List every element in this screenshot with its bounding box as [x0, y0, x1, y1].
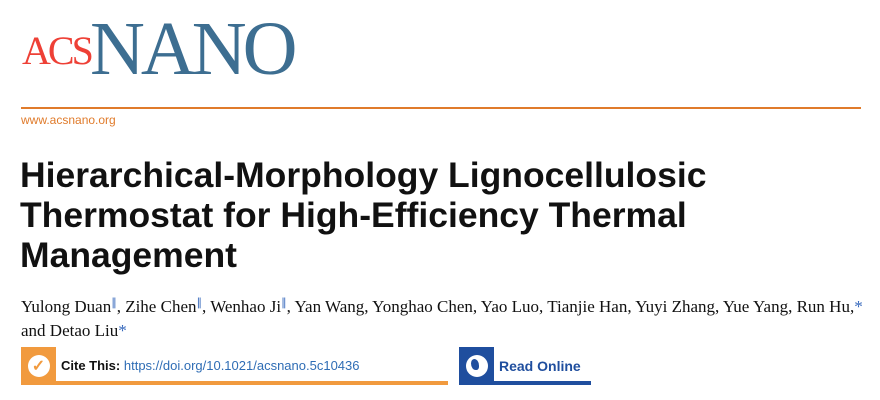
author-name[interactable]: Wenhao Ji	[210, 297, 282, 316]
author-name[interactable]: Zihe Chen	[125, 297, 197, 316]
cite-this-bar: ✓ Cite This: https://doi.org/10.1021/acs…	[21, 347, 448, 385]
author-name[interactable]: Tianjie Han	[547, 297, 628, 316]
author-affiliation-mark[interactable]: ∥	[196, 297, 203, 309]
author-affiliation-mark[interactable]: ∥	[111, 297, 117, 309]
author-list: Yulong Duan∥, Zihe Chen∥, Wenhao Ji∥, Ya…	[21, 297, 863, 340]
doi-link[interactable]: https://doi.org/10.1021/acsnano.5c10436	[123, 358, 360, 373]
author-affiliation-mark[interactable]: ∥	[281, 297, 287, 309]
author-name[interactable]: Yao Luo	[480, 297, 540, 316]
globe-icon	[459, 347, 494, 385]
logo-nano: NANO	[90, 7, 298, 91]
author-name[interactable]: Yuyi Zhang	[635, 297, 716, 316]
cite-label: Cite This:	[61, 358, 121, 373]
author-name[interactable]: Yue Yang	[722, 297, 789, 316]
checkmark-icon: ✓	[21, 347, 56, 385]
author-name[interactable]: Detao Liu	[49, 321, 119, 340]
logo-acs: ACS	[22, 28, 94, 73]
read-online-button[interactable]: Read Online	[459, 347, 591, 385]
author-affiliation-mark[interactable]: *	[854, 297, 863, 316]
article-title: Hierarchical-Morphology Lignocellulosic …	[20, 155, 707, 275]
author-affiliation-mark[interactable]: *	[118, 321, 127, 340]
read-online-label: Read Online	[499, 358, 581, 374]
author-name[interactable]: Yan Wang	[294, 297, 365, 316]
author-name[interactable]: Yonghao Chen	[372, 297, 473, 316]
header-divider	[21, 107, 861, 109]
author-conjunction: and	[21, 321, 46, 340]
journal-url[interactable]: www.acsnano.org	[21, 113, 116, 127]
author-name[interactable]: Run Hu	[796, 297, 850, 316]
author-name[interactable]: Yulong Duan	[21, 297, 112, 316]
